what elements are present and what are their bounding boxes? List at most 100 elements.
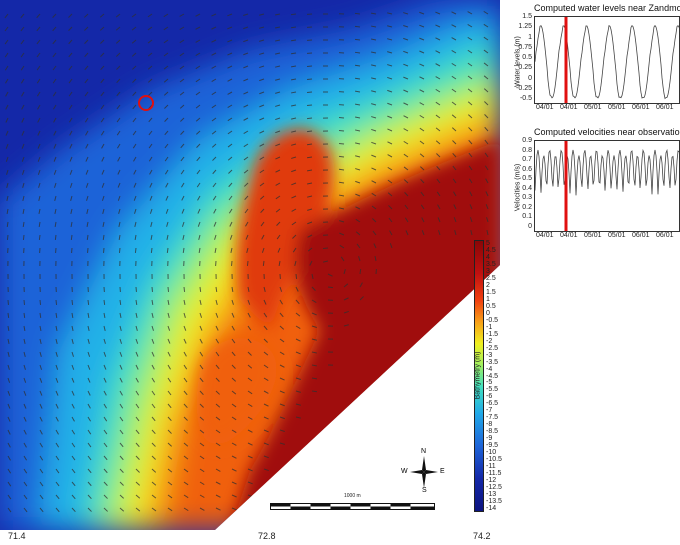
flow-vector <box>151 351 155 357</box>
flow-vector <box>116 52 121 57</box>
flow-vector <box>116 143 121 149</box>
water-level-plot[interactable] <box>534 16 680 104</box>
flow-vector <box>39 507 44 513</box>
flow-vector <box>150 247 153 254</box>
flow-vector <box>451 50 457 54</box>
flow-vector <box>55 325 58 331</box>
flow-vector <box>291 156 297 159</box>
legend-label: -3.5 <box>486 358 499 366</box>
flow-vector <box>275 169 281 173</box>
flow-vector <box>102 234 105 241</box>
flow-vector <box>484 101 489 106</box>
flow-vector <box>247 429 253 433</box>
flow-vector <box>39 312 42 319</box>
flow-vector <box>247 377 253 382</box>
flow-vector <box>291 182 297 186</box>
flow-vector <box>7 507 12 513</box>
legend-label: -3 <box>486 351 493 359</box>
flow-vector <box>37 169 41 175</box>
flow-vector <box>99 26 105 31</box>
flow-vector <box>247 468 253 472</box>
flow-vector <box>117 169 121 175</box>
flow-vector <box>438 230 441 236</box>
flow-vector <box>116 65 121 70</box>
bathymetry-map[interactable] <box>0 0 500 530</box>
flow-vector <box>451 24 457 28</box>
flow-vector <box>6 182 9 188</box>
flow-vector <box>211 39 217 43</box>
flow-vector <box>23 494 28 500</box>
flow-vector <box>354 51 361 54</box>
flow-vector <box>306 104 313 107</box>
flow-vector <box>87 455 92 461</box>
flow-vector <box>103 403 107 409</box>
velocity-plot[interactable] <box>534 140 680 232</box>
flow-vector <box>148 156 153 162</box>
flow-vector <box>435 114 441 119</box>
flow-vector <box>294 260 297 266</box>
flow-vector <box>115 26 121 31</box>
flow-vector <box>151 442 156 447</box>
flow-vector <box>23 312 26 319</box>
flow-vector <box>355 193 361 197</box>
flow-vector <box>36 52 41 58</box>
flow-vector <box>263 429 269 433</box>
flow-vector <box>343 269 346 275</box>
flow-vector <box>167 364 171 370</box>
flow-vector <box>214 234 217 240</box>
flow-vector <box>180 117 185 122</box>
flow-vector <box>215 455 221 460</box>
flow-vector <box>387 141 393 145</box>
flow-vector <box>263 403 269 407</box>
flow-vector <box>259 65 265 69</box>
flow-vector <box>371 167 377 171</box>
flow-vector <box>263 364 269 369</box>
flow-vector <box>343 297 349 301</box>
flow-vector <box>71 416 75 422</box>
flow-vector <box>211 143 217 148</box>
flow-vector <box>227 143 233 148</box>
flow-vector <box>119 299 122 306</box>
flow-vector <box>167 481 173 486</box>
flow-vector <box>54 182 57 188</box>
flow-vector <box>230 247 233 253</box>
flow-vector <box>87 403 91 409</box>
flow-vector <box>262 260 265 267</box>
flow-vector <box>373 243 377 249</box>
flow-vector <box>163 52 169 57</box>
flow-vector <box>227 117 233 122</box>
flow-vector <box>212 195 217 201</box>
flow-vector <box>100 52 105 57</box>
flow-vector <box>453 191 457 197</box>
flow-vector <box>227 78 233 82</box>
flow-vector <box>403 140 409 145</box>
flow-vector <box>467 75 473 80</box>
flow-vector <box>420 191 425 197</box>
flow-vector <box>181 182 185 188</box>
flow-vector <box>483 49 489 54</box>
bathymetry-legend: 5 4.5 4 3.5 3 2.5 2 1.5 1 0.5 0 -0.5 -1 -1.5 -2 -2.5 -3-… <box>474 240 502 512</box>
flow-vector <box>451 11 457 15</box>
flow-vector <box>23 429 27 435</box>
flow-vector <box>213 208 217 214</box>
flow-vector <box>135 325 138 331</box>
flow-vector <box>5 91 9 97</box>
flow-vector <box>195 91 201 96</box>
flow-vector <box>387 38 393 41</box>
flow-vector <box>403 102 409 106</box>
flow-vector <box>372 230 377 236</box>
flow-vector <box>134 221 137 227</box>
flow-vector <box>215 442 221 447</box>
flow-vector <box>263 338 268 343</box>
flow-vector <box>227 26 233 30</box>
flow-vector <box>419 102 425 106</box>
flow-vector <box>259 195 265 200</box>
flow-vector <box>132 91 137 97</box>
flow-vector <box>103 507 108 512</box>
flow-vector <box>55 455 60 461</box>
flow-vector <box>199 351 204 357</box>
flow-vector <box>148 143 153 149</box>
flow-vector <box>311 364 318 367</box>
flow-vector <box>470 230 473 236</box>
flow-vector <box>484 152 489 158</box>
